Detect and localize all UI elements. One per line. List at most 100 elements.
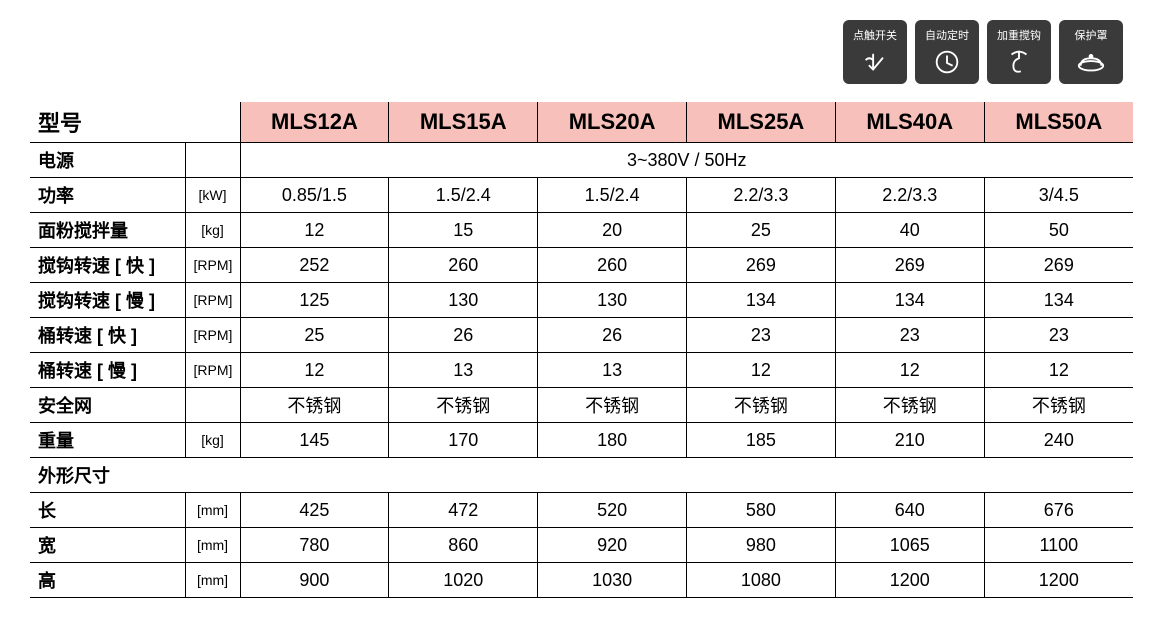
- cell-value: 0.85/1.5: [240, 178, 389, 213]
- model-label-header: 型号: [30, 102, 240, 143]
- hand-icon: [860, 47, 890, 77]
- row-label: 功率: [30, 178, 185, 213]
- cell-value: 不锈钢: [835, 388, 984, 423]
- cell-value: 520: [538, 493, 687, 528]
- cell-value: 12: [984, 353, 1133, 388]
- cell-value: 26: [389, 318, 538, 353]
- cell-value: 676: [984, 493, 1133, 528]
- cell-value: 269: [835, 248, 984, 283]
- cell-value: 1030: [538, 563, 687, 598]
- cover-icon: [1076, 47, 1106, 77]
- cell-value: 130: [538, 283, 687, 318]
- badge-label: 自动定时: [925, 27, 969, 43]
- badge-label: 加重搅钩: [997, 27, 1041, 43]
- hook-icon: [1004, 47, 1034, 77]
- cell-value: 134: [984, 283, 1133, 318]
- badge-auto-timer: 自动定时: [915, 20, 979, 84]
- cell-value: 130: [389, 283, 538, 318]
- cell-value: 269: [687, 248, 836, 283]
- cell-value: 3/4.5: [984, 178, 1133, 213]
- cell-value: 15: [389, 213, 538, 248]
- cell-value: 12: [240, 353, 389, 388]
- row-unit: [mm]: [185, 493, 240, 528]
- model-header: MLS15A: [389, 102, 538, 143]
- row-unit: [mm]: [185, 563, 240, 598]
- cell-value: 260: [538, 248, 687, 283]
- cell-value: 13: [538, 353, 687, 388]
- row-unit: [RPM]: [185, 248, 240, 283]
- row-label: 面粉搅拌量: [30, 213, 185, 248]
- cell-value: 40: [835, 213, 984, 248]
- cell-value: 不锈钢: [389, 388, 538, 423]
- cell-value: 640: [835, 493, 984, 528]
- row-unit: [kg]: [185, 423, 240, 458]
- row-label: 搅钩转速 [ 快 ]: [30, 248, 185, 283]
- row-unit: [185, 143, 240, 178]
- cell-value: 23: [687, 318, 836, 353]
- row-label: 搅钩转速 [ 慢 ]: [30, 283, 185, 318]
- cell-value: 180: [538, 423, 687, 458]
- model-header: MLS40A: [835, 102, 984, 143]
- cell-value: 2.2/3.3: [835, 178, 984, 213]
- cell-value: 134: [835, 283, 984, 318]
- cell-value: 900: [240, 563, 389, 598]
- cell-value: 20: [538, 213, 687, 248]
- cell-value: 185: [687, 423, 836, 458]
- cell-value: 260: [389, 248, 538, 283]
- cell-value: 2.2/3.3: [687, 178, 836, 213]
- cell-value: 252: [240, 248, 389, 283]
- cell-value: 1080: [687, 563, 836, 598]
- cell-value: 210: [835, 423, 984, 458]
- cell-value: 13: [389, 353, 538, 388]
- cell-value: 780: [240, 528, 389, 563]
- cell-value: 26: [538, 318, 687, 353]
- badge-guard-cover: 保护罩: [1059, 20, 1123, 84]
- row-label: 桶转速 [ 慢 ]: [30, 353, 185, 388]
- row-label: 宽: [30, 528, 185, 563]
- cell-value: 不锈钢: [984, 388, 1133, 423]
- cell-value: 125: [240, 283, 389, 318]
- row-label: 桶转速 [ 快 ]: [30, 318, 185, 353]
- row-unit: [185, 388, 240, 423]
- cell-value: 1.5/2.4: [538, 178, 687, 213]
- cell-value: 170: [389, 423, 538, 458]
- cell-value: 不锈钢: [687, 388, 836, 423]
- dimensions-section-header: 外形尺寸: [30, 458, 1133, 493]
- clock-icon: [932, 47, 962, 77]
- row-label: 高: [30, 563, 185, 598]
- cell-value: 1.5/2.4: [389, 178, 538, 213]
- row-unit: [kW]: [185, 178, 240, 213]
- power-merged-value: 3~380V / 50Hz: [240, 143, 1133, 178]
- cell-value: 134: [687, 283, 836, 318]
- cell-value: 25: [240, 318, 389, 353]
- cell-value: 23: [984, 318, 1133, 353]
- spec-table: 型号MLS12AMLS15AMLS20AMLS25AMLS40AMLS50A电源…: [30, 102, 1133, 598]
- row-unit: [mm]: [185, 528, 240, 563]
- row-label: 安全网: [30, 388, 185, 423]
- row-label: 重量: [30, 423, 185, 458]
- cell-value: 12: [835, 353, 984, 388]
- cell-value: 1200: [984, 563, 1133, 598]
- cell-value: 50: [984, 213, 1133, 248]
- row-label: 电源: [30, 143, 185, 178]
- cell-value: 860: [389, 528, 538, 563]
- badge-label: 点触开关: [853, 27, 897, 43]
- cell-value: 580: [687, 493, 836, 528]
- feature-badges: 点触开关 自动定时 加重搅钩 保护罩: [30, 20, 1133, 84]
- cell-value: 920: [538, 528, 687, 563]
- cell-value: 145: [240, 423, 389, 458]
- cell-value: 980: [687, 528, 836, 563]
- row-unit: [kg]: [185, 213, 240, 248]
- cell-value: 25: [687, 213, 836, 248]
- cell-value: 1100: [984, 528, 1133, 563]
- cell-value: 12: [687, 353, 836, 388]
- badge-label: 保护罩: [1075, 27, 1108, 43]
- cell-value: 240: [984, 423, 1133, 458]
- row-label: 长: [30, 493, 185, 528]
- model-header: MLS25A: [687, 102, 836, 143]
- cell-value: 1200: [835, 563, 984, 598]
- cell-value: 不锈钢: [538, 388, 687, 423]
- model-header: MLS20A: [538, 102, 687, 143]
- cell-value: 472: [389, 493, 538, 528]
- cell-value: 不锈钢: [240, 388, 389, 423]
